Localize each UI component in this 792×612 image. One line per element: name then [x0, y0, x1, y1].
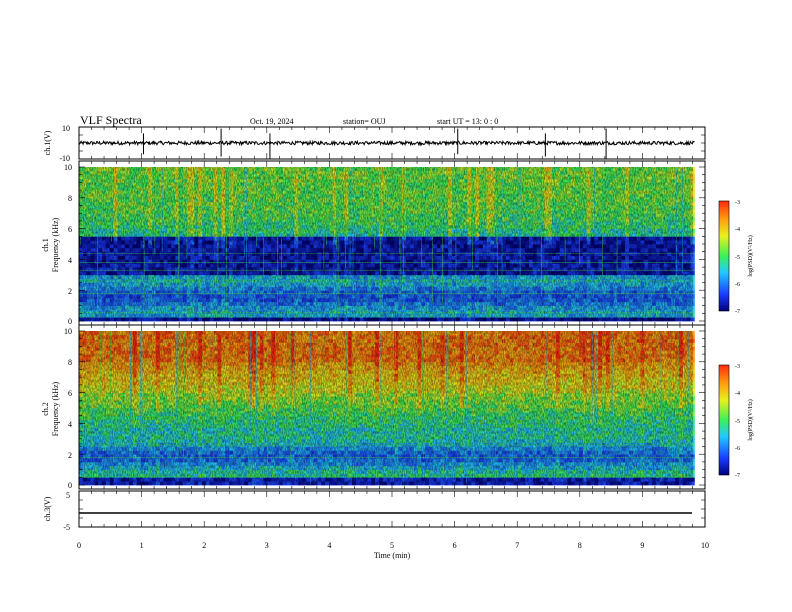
start-time-label: start UT = 13: 0 : 0: [437, 117, 498, 126]
ch1-waveform-ytick-bottom: -10: [59, 154, 70, 163]
ch1-waveform-ytick-top: 10: [62, 124, 70, 133]
ch1-waveform-trace: [78, 139, 695, 147]
ch1-spectrogram-panel: 0 2 4 6 8 10 ch.1 Frequency (kHz) -3 -4 …: [41, 160, 754, 326]
ch1-waveform-ylabel: ch.1(V): [43, 130, 52, 155]
ch1-waveform-panel: 10 -10 ch.1(V): [43, 124, 706, 163]
ch1-waveform-spikes: [142, 128, 607, 159]
figure-title: VLF Spectra: [80, 113, 142, 127]
date-label: Oct. 19, 2024: [250, 117, 294, 126]
station-label: station= OUJ: [343, 117, 386, 126]
